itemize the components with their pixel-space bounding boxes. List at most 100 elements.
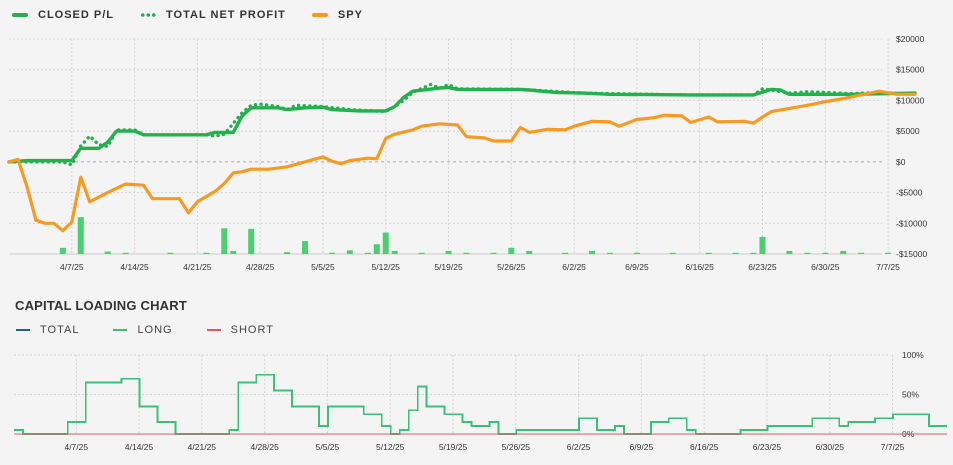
- legend-label: LONG: [137, 324, 173, 336]
- thin-line-swatch-icon: [16, 329, 30, 331]
- legend-label: TOTAL NET PROFIT: [166, 9, 286, 21]
- capital-y-tick-label: 50%: [902, 390, 919, 400]
- volume-bar: [346, 250, 353, 254]
- x-tick-label: 4/7/25: [60, 262, 84, 272]
- legend-label: TOTAL: [40, 324, 80, 336]
- legend-item-short[interactable]: SHORT: [206, 324, 274, 336]
- x-tick-label: 6/16/25: [686, 262, 715, 272]
- volume-bar: [786, 250, 793, 254]
- legend-item-total-net-profit[interactable]: TOTAL NET PROFIT: [140, 9, 286, 21]
- capital-loading-title: CAPITAL LOADING CHART: [15, 298, 187, 313]
- volume-bars: [59, 217, 892, 254]
- volume-bar: [167, 252, 174, 254]
- volume-bar: [203, 252, 210, 254]
- y-tick-label: $15000: [896, 65, 925, 75]
- capital-x-tick-label: 6/2/25: [567, 442, 591, 452]
- volume-bar: [732, 252, 739, 254]
- volume-bar: [562, 252, 569, 254]
- volume-bar: [248, 228, 255, 254]
- volume-bar: [633, 252, 640, 254]
- total-net-profit-line: [7, 82, 917, 167]
- volume-bar: [328, 252, 335, 254]
- legend-label: SPY: [337, 9, 363, 21]
- volume-bar: [59, 247, 66, 254]
- y-tick-label: $10000: [896, 95, 925, 105]
- x-tick-label: 6/30/25: [811, 262, 840, 272]
- volume-bar: [490, 252, 497, 254]
- x-tick-label: 4/14/25: [120, 262, 149, 272]
- volume-bar: [508, 247, 515, 254]
- capital-x-tick-label: 4/21/25: [188, 442, 217, 452]
- volume-bar: [230, 250, 237, 254]
- capital-y-tick-label: 100%: [902, 350, 924, 360]
- x-tick-label: 5/26/25: [497, 262, 526, 272]
- capital-x-tick-label: 4/14/25: [125, 442, 154, 452]
- y-tick-label: $5000: [896, 126, 920, 136]
- volume-bar: [104, 251, 111, 254]
- x-tick-label: 5/19/25: [434, 262, 463, 272]
- capital-x-tick-label: 6/23/25: [753, 442, 782, 452]
- capital-x-tick-label: 4/7/25: [64, 442, 88, 452]
- volume-bar: [840, 250, 847, 254]
- x-tick-label: 4/28/25: [246, 262, 275, 272]
- x-tick-label: 4/21/25: [183, 262, 212, 272]
- legend-item-spy[interactable]: SPY: [311, 9, 363, 21]
- capital-x-tick-label: 7/7/25: [881, 442, 905, 452]
- legend-label: SHORT: [230, 324, 274, 336]
- volume-bar: [284, 252, 291, 254]
- volume-bar: [822, 252, 829, 254]
- spy-line: [7, 89, 917, 233]
- solid-line-swatch-icon: [12, 13, 28, 17]
- capital-x-tick-label: 5/5/25: [316, 442, 340, 452]
- thin-line-swatch-icon: [206, 329, 221, 331]
- capital-x-tick-label: 6/30/25: [816, 442, 845, 452]
- closed-pl-line: [7, 85, 917, 164]
- x-tick-label: 7/7/25: [876, 262, 900, 272]
- volume-bar: [364, 252, 371, 254]
- volume-bar: [373, 244, 380, 254]
- volume-bar: [589, 250, 596, 254]
- legend-item-long[interactable]: LONG: [113, 324, 172, 336]
- y-tick-label: -$15000: [896, 249, 927, 259]
- volume-bar: [463, 252, 470, 254]
- x-tick-label: 5/12/25: [372, 262, 401, 272]
- x-tick-label: 6/2/25: [562, 262, 586, 272]
- x-tick-label: 6/9/25: [625, 262, 649, 272]
- legend-label: CLOSED P/L: [38, 9, 115, 21]
- x-tick-label: 6/23/25: [748, 262, 777, 272]
- volume-bar: [804, 252, 811, 254]
- legend-item-total[interactable]: TOTAL: [16, 324, 79, 336]
- volume-bar: [885, 252, 892, 254]
- thin-line-swatch-icon: [113, 329, 128, 331]
- capital-x-tick-label: 5/12/25: [376, 442, 405, 452]
- volume-bar: [669, 252, 676, 254]
- volume-bar: [705, 252, 712, 254]
- volume-bar: [606, 252, 613, 254]
- y-tick-label: $20000: [896, 34, 925, 44]
- y-tick-label: $0: [896, 157, 906, 167]
- y-tick-label: -$10000: [896, 218, 927, 228]
- capital-x-tick-label: 6/9/25: [630, 442, 654, 452]
- x-tick-label: 5/5/25: [311, 262, 335, 272]
- y-tick-label: -$5000: [896, 188, 923, 198]
- volume-bar: [382, 232, 389, 254]
- long-line: [14, 373, 947, 435]
- volume-bar: [750, 252, 757, 254]
- volume-bar: [858, 252, 865, 254]
- volume-bar: [391, 250, 398, 254]
- legend-item-closed-pl[interactable]: CLOSED P/L: [12, 9, 114, 21]
- capital-x-tick-label: 4/28/25: [250, 442, 279, 452]
- volume-bar: [77, 217, 84, 254]
- solid-line-swatch-icon: [311, 13, 328, 17]
- volume-bar: [418, 252, 425, 254]
- capital-x-tick-label: 6/16/25: [690, 442, 719, 452]
- capital-x-tick-label: 5/19/25: [439, 442, 468, 452]
- volume-bar: [526, 250, 533, 254]
- series-lines: [7, 82, 917, 233]
- volume-bar: [122, 252, 129, 254]
- volume-bar: [221, 228, 228, 254]
- volume-bar: [759, 236, 766, 254]
- main-chart-legend: CLOSED P/L TOTAL NET PROFIT SPY: [12, 9, 389, 21]
- volume-bar: [302, 241, 309, 254]
